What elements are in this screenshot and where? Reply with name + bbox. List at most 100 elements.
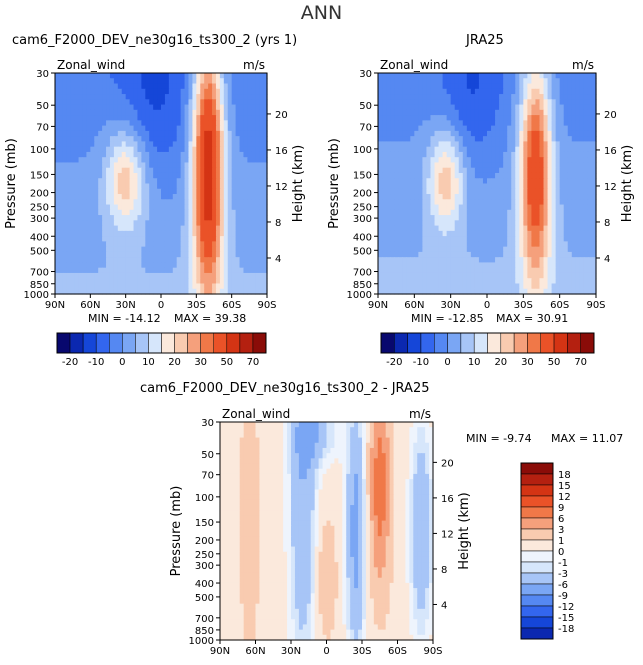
panel3-cell <box>271 453 276 459</box>
panel2-cell <box>422 236 428 242</box>
panel2-cell <box>519 141 524 148</box>
panel2-cell <box>575 194 581 200</box>
panel2-cell <box>487 172 492 179</box>
panel1-cell <box>243 183 248 190</box>
panel2-cell <box>430 194 436 200</box>
panel2-cell <box>591 278 597 285</box>
panel2-xtick-label: 30S <box>514 300 533 311</box>
panel1-cell <box>172 225 178 232</box>
panel1-cell <box>149 120 154 127</box>
panel1-cell <box>78 94 84 100</box>
panel2-cell <box>430 136 436 142</box>
panel1-cell <box>113 178 119 185</box>
panel2-cell <box>422 257 428 264</box>
panel1-cell <box>113 151 119 158</box>
panel2-cell <box>402 78 407 85</box>
panel3-cell <box>220 442 225 449</box>
panel1-cell <box>70 194 76 200</box>
panel1-cell <box>208 167 213 174</box>
panel1-cell <box>204 141 209 148</box>
panel1-cell <box>66 73 72 79</box>
panel1-cell <box>184 199 190 206</box>
panel2-cell <box>519 136 524 142</box>
panel1-cell <box>231 251 237 258</box>
panel1-cell <box>70 125 76 132</box>
panel2-cell <box>579 230 585 237</box>
panel2-cell <box>426 78 432 85</box>
panel2-cell <box>487 109 492 116</box>
panel1-cell <box>98 199 103 206</box>
panel2-cell <box>446 215 452 221</box>
panel2-cell <box>414 136 419 142</box>
panel1-cell <box>251 146 256 153</box>
panel2-cell <box>499 278 504 285</box>
panel1-cell <box>153 236 158 242</box>
panel1-cell <box>243 172 248 179</box>
panel1-cell <box>98 88 103 95</box>
panel1-cell <box>251 241 256 248</box>
panel1-cell <box>212 278 217 285</box>
panel2-cell <box>382 130 387 137</box>
panel3-cell <box>389 442 395 449</box>
panel2-cell <box>519 83 524 90</box>
panel2-cell <box>571 251 577 258</box>
panel2-cell <box>495 267 500 274</box>
panel1-cell <box>70 99 76 106</box>
panel1-cell <box>227 125 233 132</box>
panel2-cell <box>422 172 428 179</box>
panel1-cell <box>176 246 182 253</box>
panel1-cell <box>212 151 217 158</box>
panel2-cell <box>491 209 496 216</box>
panel2-cell <box>587 157 593 164</box>
panel1-cell <box>176 278 182 285</box>
panel1-cell <box>239 178 245 185</box>
panel1-cell <box>58 283 64 290</box>
panel2-cell <box>555 109 561 116</box>
panel3-cell <box>330 437 335 444</box>
panel2-cell <box>567 204 573 211</box>
panel2-cell <box>511 241 516 248</box>
panel2-ytick-label: 850 <box>353 280 372 291</box>
panel2-ytick-label: 1000 <box>347 290 372 301</box>
panel3-cell <box>326 422 332 428</box>
panel1-cell <box>70 94 76 100</box>
panel1-cell <box>188 109 194 116</box>
panel2-cell <box>559 220 565 227</box>
panel1-cell <box>251 283 256 290</box>
panel1-cell <box>243 162 248 169</box>
panel2-cell <box>454 94 460 100</box>
panel1-cell <box>231 241 237 248</box>
panel1-cell <box>168 167 174 174</box>
panel2-cell <box>378 283 383 290</box>
panel2-cell <box>426 257 432 264</box>
panel2-cell <box>458 194 464 200</box>
panel1-cell <box>172 172 178 179</box>
panel1-cell <box>133 146 139 153</box>
panel2-cell <box>567 267 573 274</box>
panel2-cell <box>398 146 403 153</box>
panel2-cell <box>535 120 541 127</box>
panel2-cell <box>398 188 403 195</box>
panel1-cell <box>102 73 107 79</box>
panel1-cell <box>113 109 119 116</box>
panel1-cell <box>184 157 190 164</box>
panel2-cell <box>430 167 436 174</box>
panel1-cell <box>188 78 194 85</box>
panel2-cell <box>378 73 383 79</box>
panel1-cell <box>94 115 99 121</box>
panel1-cell <box>129 220 135 227</box>
panel1-cell <box>235 204 241 211</box>
panel1-cell <box>172 120 178 127</box>
panel2-cell <box>583 88 589 95</box>
panel1-cell <box>243 157 248 164</box>
panel2-cell <box>571 88 577 95</box>
panel1-cell <box>58 88 64 95</box>
panel1-cell <box>137 262 142 269</box>
panel2-cell <box>507 204 512 211</box>
panel1-cell <box>157 215 162 221</box>
panel1-cell <box>164 99 170 106</box>
panel2-cell <box>515 151 520 158</box>
panel2-cell <box>523 109 528 116</box>
panel1-cell <box>94 288 99 295</box>
panel1-cell <box>196 283 201 290</box>
